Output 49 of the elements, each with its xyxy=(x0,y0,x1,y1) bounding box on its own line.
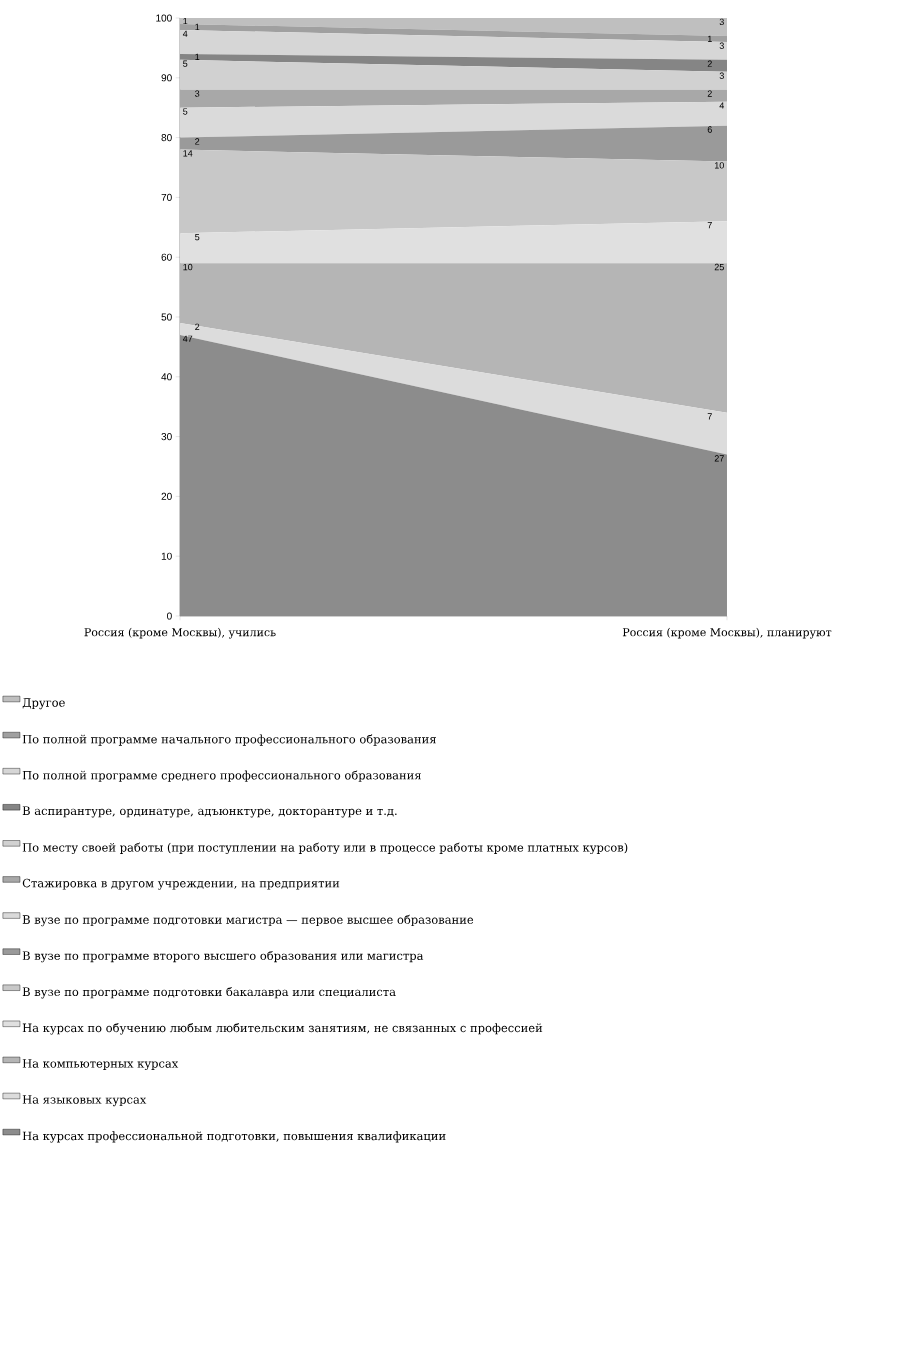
data-label: 3 xyxy=(719,18,724,26)
data-label: 1 xyxy=(183,17,188,25)
legend-label: На курсах по обучению любым любительским занятиям, не связанных с профессией xyxy=(22,1023,543,1035)
y-tick-label: 100 xyxy=(156,14,172,22)
data-label: 10 xyxy=(714,162,724,169)
legend-label: На компьютерных курсах xyxy=(22,1059,179,1071)
y-tick-label: 70 xyxy=(161,193,172,201)
y-tick-label: 50 xyxy=(161,313,172,321)
legend-label: По полной программе среднего профессионального образования xyxy=(22,770,421,782)
data-label: 2 xyxy=(195,323,200,330)
data-label: 2 xyxy=(195,138,200,145)
legend-label: Стажировка в другом учреждении, на предприятии xyxy=(22,878,340,890)
data-label: 27 xyxy=(714,455,724,462)
y-tick-label: 40 xyxy=(161,373,172,381)
data-label: 6 xyxy=(707,126,712,133)
legend-label: В вузе по программе подготовки магистра — первое высшее образование xyxy=(22,914,474,927)
legend-label: По полной программе начального профессионального образования xyxy=(22,734,436,746)
data-label: 2 xyxy=(707,60,712,67)
data-label: 5 xyxy=(195,233,200,241)
data-label: 1 xyxy=(195,23,200,31)
data-label: 5 xyxy=(183,108,188,115)
y-tick-label: 0 xyxy=(167,612,172,620)
data-label: 1 xyxy=(707,35,712,43)
data-label: 3 xyxy=(719,72,724,79)
y-tick-label: 90 xyxy=(161,74,172,82)
data-label: 4 xyxy=(182,30,188,37)
legend-label: В вузе по программе второго высшего образования или магистра xyxy=(22,950,424,963)
data-label: 7 xyxy=(707,222,712,229)
legend-label: На курсах профессиональной подготовки, повышения квалификации xyxy=(22,1131,446,1143)
data-label: 3 xyxy=(719,42,724,49)
y-tick-label: 20 xyxy=(161,492,172,500)
data-label: 14 xyxy=(183,150,193,157)
y-tick-label: 80 xyxy=(161,134,172,142)
legend-label: Другое xyxy=(22,698,65,710)
x-tick-label: Россия (кроме Москвы), учились xyxy=(84,627,276,639)
legend-label: В аспирантуре, ординатуре, адъюнктуре, докторантуре и т.д. xyxy=(22,806,397,818)
data-label: 47 xyxy=(182,335,193,342)
y-tick-label: 30 xyxy=(161,433,172,441)
y-tick-label: 60 xyxy=(161,253,172,261)
y-tick-label: 10 xyxy=(161,552,172,560)
legend-label: По месту своей работы (при поступлении на работу или в процессе работы кроме платных курсов) xyxy=(22,842,628,855)
data-label: 1 xyxy=(195,53,200,60)
legend-label: В вузе по программе подготовки бакалавра или специалиста xyxy=(22,986,396,999)
data-label: 7 xyxy=(707,413,712,420)
x-tick-label: Россия (кроме Москвы), планируют xyxy=(622,627,832,639)
data-label: 25 xyxy=(714,263,724,271)
data-label: 5 xyxy=(183,60,188,67)
legend-label: На языковых курсах xyxy=(22,1095,147,1107)
data-label: 10 xyxy=(183,263,193,271)
